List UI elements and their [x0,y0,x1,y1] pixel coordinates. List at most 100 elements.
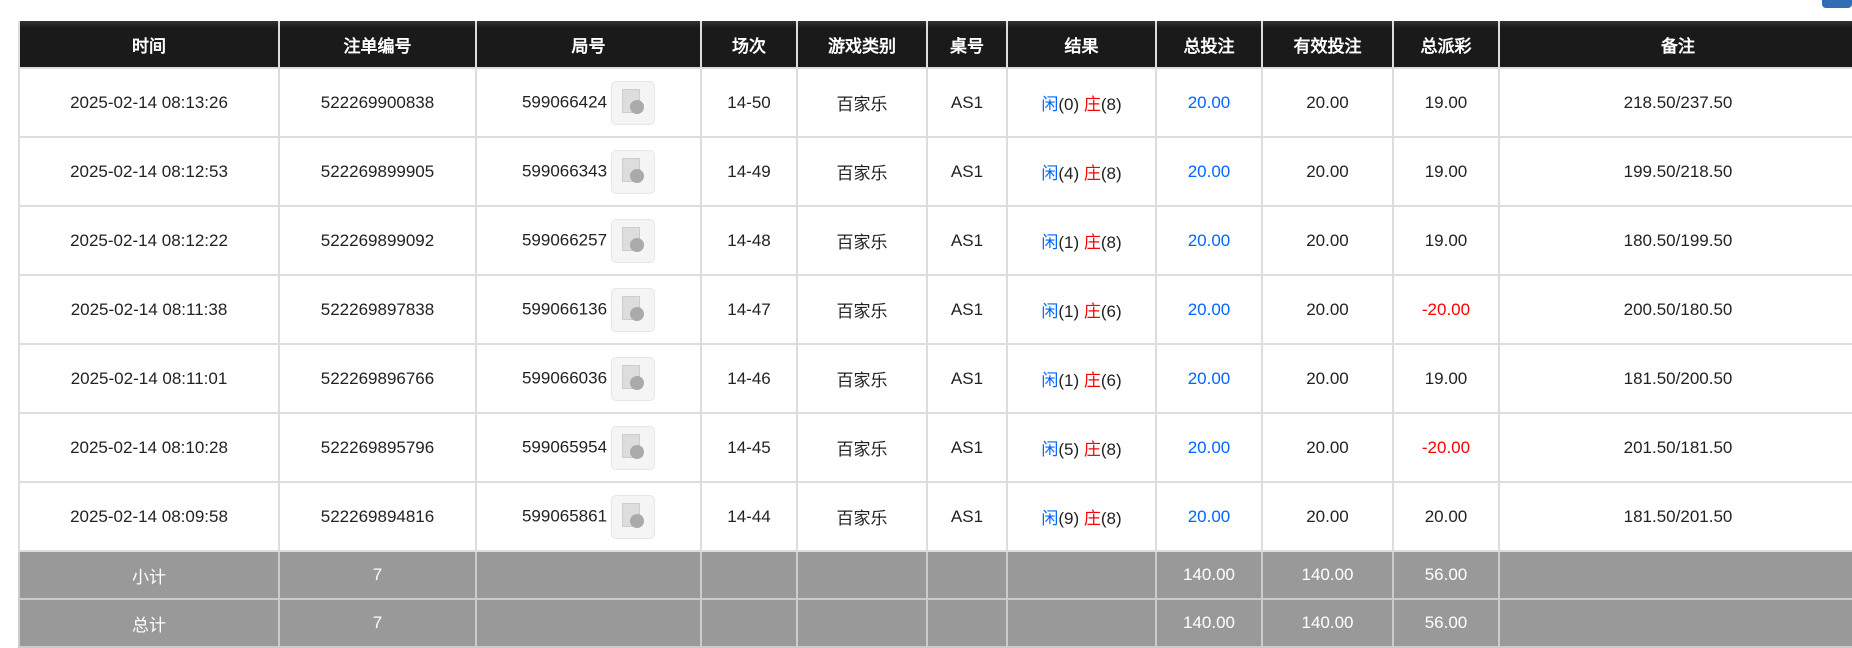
payout-cell: 19.00 [1392,205,1500,276]
note-cell: 199.50/218.50 [1498,136,1852,207]
column-header: 局号 [475,21,702,69]
session-cell: 14-48 [700,205,798,276]
payout-cell: 19.00 [1392,343,1500,414]
valid-bet-cell: 20.00 [1261,136,1394,207]
result-cell: 闲(1) 庄(6) [1006,343,1157,414]
table-cell: AS1 [926,481,1008,552]
summary-label: 小计 [18,550,280,600]
banker-points: (6) [1100,371,1122,390]
game-type-cell: 百家乐 [796,481,928,552]
summary-payout: 56.00 [1392,598,1500,648]
table-header: 时间 注单编号 局号 场次 游戏类别 桌号 结果 总投注 有效投注 总派彩 备注 [18,21,1852,69]
bet-id-cell: 522269900838 [278,67,477,138]
session-cell: 14-50 [700,67,798,138]
bet-id-cell: 522269894816 [278,481,477,552]
round-number: 599065954 [521,436,608,456]
video-file-icon[interactable] [611,356,656,401]
banker-label: 庄 [1083,440,1101,459]
top-right-button[interactable] [1822,0,1852,8]
table-row: 2025-02-14 08:12:22 522269899092 5990662… [18,205,1852,276]
table-row: 2025-02-14 08:11:38 522269897838 5990661… [18,274,1852,345]
summary-count: 7 [278,598,477,648]
summary-payout: 56.00 [1392,550,1500,600]
column-header: 总投注 [1155,21,1263,69]
table-cell: AS1 [926,205,1008,276]
summary-total-bet: 140.00 [1155,598,1263,648]
round-number: 599066257 [521,229,608,249]
note-cell: 201.50/181.50 [1498,412,1852,483]
total-bet-cell: 20.00 [1155,205,1263,276]
player-points: (1) [1058,371,1080,390]
session-cell: 14-49 [700,136,798,207]
table-row: 2025-02-14 08:10:28 522269895796 5990659… [18,412,1852,483]
video-file-icon[interactable] [611,218,656,263]
game-type-cell: 百家乐 [796,136,928,207]
time-cell: 2025-02-14 08:10:28 [18,412,280,483]
video-file-icon[interactable] [611,494,656,539]
banker-points: (8) [1100,164,1122,183]
total-bet-cell: 20.00 [1155,481,1263,552]
banker-label: 庄 [1083,509,1101,528]
bet-id-cell: 522269899092 [278,205,477,276]
table-cell: AS1 [926,412,1008,483]
bet-id-cell: 522269897838 [278,274,477,345]
summary-label: 总计 [18,598,280,648]
round-cell: 599066036 [475,343,702,414]
table-row: 2025-02-14 08:12:53 522269899905 5990663… [18,136,1852,207]
video-file-icon[interactable] [611,80,656,125]
payout-cell: -20.00 [1392,274,1500,345]
round-number: 599066136 [521,298,608,318]
round-number: 599066424 [521,91,608,111]
table-row: 2025-02-14 08:11:01 522269896766 5990660… [18,343,1852,414]
result-cell: 闲(1) 庄(8) [1006,205,1157,276]
player-points: (1) [1058,302,1080,321]
payout-cell: 20.00 [1392,481,1500,552]
valid-bet-cell: 20.00 [1261,412,1394,483]
summary-row: 小计 7 140.00 140.00 56.00 [18,550,1852,600]
player-points: (4) [1058,164,1080,183]
time-cell: 2025-02-14 08:09:58 [18,481,280,552]
player-label: 闲 [1041,509,1059,528]
table-cell: AS1 [926,67,1008,138]
session-cell: 14-47 [700,274,798,345]
valid-bet-cell: 20.00 [1261,343,1394,414]
valid-bet-cell: 20.00 [1261,481,1394,552]
player-points: (9) [1058,509,1080,528]
column-header: 结果 [1006,21,1157,69]
summary-row: 总计 7 140.00 140.00 56.00 [18,598,1852,648]
banker-label: 庄 [1083,164,1101,183]
player-label: 闲 [1041,95,1059,114]
table-row: 2025-02-14 08:13:26 522269900838 5990664… [18,67,1852,138]
bet-records-table: 时间 注单编号 局号 场次 游戏类别 桌号 结果 总投注 有效投注 总派彩 备注 2025-02-1… [18,21,1852,648]
round-cell: 599065861 [475,481,702,552]
player-points: (0) [1058,95,1080,114]
time-cell: 2025-02-14 08:13:26 [18,67,280,138]
table-cell: AS1 [926,136,1008,207]
total-bet-cell: 20.00 [1155,67,1263,138]
banker-points: (6) [1100,302,1122,321]
column-header: 时间 [18,21,280,69]
player-label: 闲 [1041,440,1059,459]
time-cell: 2025-02-14 08:12:53 [18,136,280,207]
game-type-cell: 百家乐 [796,205,928,276]
time-cell: 2025-02-14 08:11:01 [18,343,280,414]
video-file-icon[interactable] [611,425,656,470]
table-cell: AS1 [926,343,1008,414]
result-cell: 闲(1) 庄(6) [1006,274,1157,345]
round-cell: 599066136 [475,274,702,345]
video-file-icon[interactable] [611,149,656,194]
video-file-icon[interactable] [611,287,656,332]
game-type-cell: 百家乐 [796,343,928,414]
total-bet-cell: 20.00 [1155,343,1263,414]
banker-label: 庄 [1083,233,1101,252]
player-points: (5) [1058,440,1080,459]
banker-label: 庄 [1083,302,1101,321]
round-cell: 599066257 [475,205,702,276]
round-cell: 599066343 [475,136,702,207]
table-row: 2025-02-14 08:09:58 522269894816 5990658… [18,481,1852,552]
game-type-cell: 百家乐 [796,67,928,138]
player-points: (1) [1058,233,1080,252]
round-number: 599066036 [521,367,608,387]
column-header: 游戏类别 [796,21,928,69]
valid-bet-cell: 20.00 [1261,67,1394,138]
